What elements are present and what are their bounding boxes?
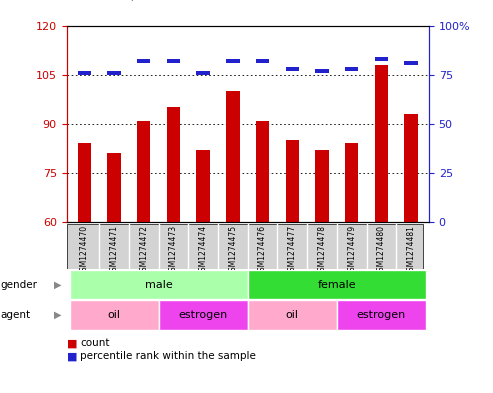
Text: female: female bbox=[317, 280, 356, 290]
Text: agent: agent bbox=[0, 310, 31, 320]
Bar bbox=[316, 69, 329, 73]
Text: male: male bbox=[145, 280, 173, 290]
Bar bbox=[285, 67, 299, 71]
Text: gender: gender bbox=[0, 280, 37, 290]
Bar bbox=[107, 71, 121, 75]
Bar bbox=[404, 61, 418, 65]
Text: ▶: ▶ bbox=[54, 280, 62, 290]
Text: oil: oil bbox=[107, 310, 121, 320]
Bar bbox=[70, 300, 159, 330]
Text: GSM1274474: GSM1274474 bbox=[199, 225, 208, 277]
Bar bbox=[256, 59, 269, 63]
Text: GSM1274476: GSM1274476 bbox=[258, 225, 267, 277]
Text: GSM1274479: GSM1274479 bbox=[347, 225, 356, 277]
Bar bbox=[226, 91, 240, 222]
Text: GSM1274477: GSM1274477 bbox=[288, 225, 297, 277]
Bar bbox=[137, 59, 150, 63]
Bar bbox=[316, 150, 329, 222]
Bar bbox=[197, 71, 210, 75]
Text: estrogen: estrogen bbox=[178, 310, 228, 320]
Text: ■: ■ bbox=[67, 351, 77, 362]
Bar bbox=[345, 67, 358, 71]
Bar bbox=[248, 300, 337, 330]
Text: GSM1274480: GSM1274480 bbox=[377, 225, 386, 276]
Bar bbox=[337, 300, 426, 330]
Bar bbox=[78, 71, 91, 75]
Bar bbox=[167, 59, 180, 63]
Text: ▶: ▶ bbox=[54, 310, 62, 320]
Bar bbox=[248, 270, 426, 299]
Text: GSM1274475: GSM1274475 bbox=[228, 225, 238, 277]
Text: GSM1274473: GSM1274473 bbox=[169, 225, 178, 277]
Bar bbox=[137, 121, 150, 222]
Text: percentile rank within the sample: percentile rank within the sample bbox=[80, 351, 256, 362]
Text: estrogen: estrogen bbox=[357, 310, 406, 320]
Bar bbox=[404, 114, 418, 222]
Text: GSM1274481: GSM1274481 bbox=[407, 225, 416, 276]
Bar bbox=[159, 300, 248, 330]
Text: GSM1274470: GSM1274470 bbox=[80, 225, 89, 277]
Bar bbox=[70, 270, 248, 299]
Text: GDS4944 / 10363915: GDS4944 / 10363915 bbox=[62, 0, 211, 2]
Text: GSM1274472: GSM1274472 bbox=[140, 225, 148, 276]
Text: count: count bbox=[80, 338, 110, 349]
Bar bbox=[285, 140, 299, 222]
Bar bbox=[107, 153, 121, 222]
Bar bbox=[197, 150, 210, 222]
Text: ■: ■ bbox=[67, 338, 77, 349]
Text: GSM1274478: GSM1274478 bbox=[317, 225, 326, 276]
Text: GSM1274471: GSM1274471 bbox=[109, 225, 119, 276]
Bar bbox=[256, 121, 269, 222]
Bar bbox=[375, 57, 388, 61]
Text: oil: oil bbox=[286, 310, 299, 320]
Bar bbox=[167, 107, 180, 222]
Bar bbox=[226, 59, 240, 63]
Bar bbox=[345, 143, 358, 222]
Bar bbox=[375, 65, 388, 222]
Bar bbox=[78, 143, 91, 222]
